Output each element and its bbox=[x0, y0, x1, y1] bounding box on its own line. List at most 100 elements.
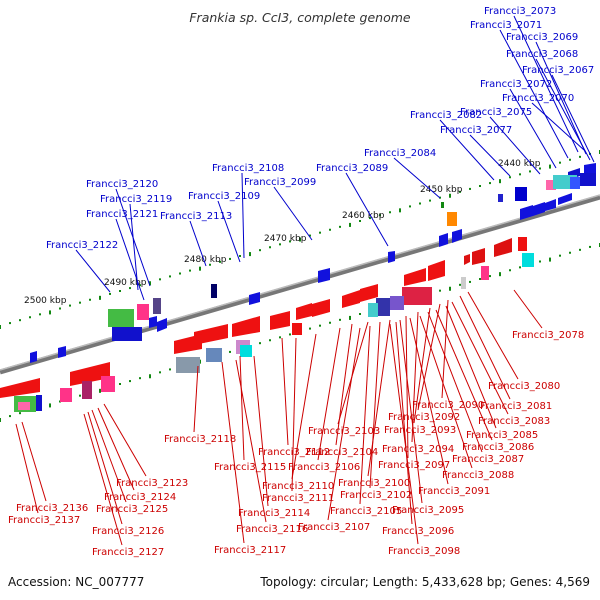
gene-label[interactable]: Francci3_2111 bbox=[262, 493, 334, 504]
gene-block[interactable] bbox=[376, 298, 390, 316]
gene-label[interactable]: Francci3_2072 bbox=[480, 79, 552, 90]
gene-label[interactable]: Francci3_2115 bbox=[214, 462, 286, 473]
gene-label[interactable]: Francci3_2080 bbox=[488, 381, 560, 392]
gene-arrow[interactable] bbox=[545, 199, 556, 211]
gene-label[interactable]: Francci3_2075 bbox=[460, 107, 532, 118]
gene-label[interactable]: Francci3_2117 bbox=[214, 545, 286, 556]
gene-label[interactable]: Francci3_2098 bbox=[388, 546, 460, 557]
gene-label[interactable]: Francci3_2102 bbox=[340, 490, 412, 501]
gene-arrow[interactable] bbox=[70, 362, 110, 386]
gene-label[interactable]: Francci3_2094 bbox=[382, 444, 454, 455]
gene-label[interactable]: Francci3_2114 bbox=[238, 508, 310, 519]
gene-arrow[interactable] bbox=[232, 316, 260, 337]
gene-label[interactable]: Francci3_2085 bbox=[466, 430, 538, 441]
gene-label[interactable]: Francci3_2070 bbox=[502, 93, 574, 104]
gene-block[interactable] bbox=[18, 402, 30, 410]
gene-block[interactable] bbox=[137, 304, 149, 320]
gene-block[interactable] bbox=[498, 194, 503, 202]
gene-block[interactable] bbox=[546, 180, 556, 190]
gene-label[interactable]: Francci3_2086 bbox=[462, 442, 534, 453]
gene-block[interactable] bbox=[112, 327, 142, 341]
gene-block[interactable] bbox=[36, 395, 42, 411]
gene-block[interactable] bbox=[206, 348, 222, 362]
gene-label[interactable]: Francci3_2083 bbox=[478, 416, 550, 427]
gene-label[interactable]: Francci3_2106 bbox=[288, 462, 360, 473]
gene-label[interactable]: Francci3_2103 bbox=[308, 426, 380, 437]
gene-label[interactable]: Francci3_2121 bbox=[86, 209, 158, 220]
gene-label[interactable]: Francci3_2095 bbox=[392, 505, 464, 516]
gene-label[interactable]: Francci3_2081 bbox=[480, 401, 552, 412]
gene-label[interactable]: Francci3_2071 bbox=[470, 20, 542, 31]
gene-block[interactable] bbox=[515, 187, 527, 201]
gene-label[interactable]: Francci3_2110 bbox=[262, 481, 334, 492]
gene-arrow[interactable] bbox=[452, 229, 462, 243]
gene-block[interactable] bbox=[82, 381, 92, 399]
gene-arrow[interactable] bbox=[494, 238, 512, 257]
gene-arrow[interactable] bbox=[312, 299, 330, 317]
gene-block[interactable] bbox=[441, 202, 444, 208]
gene-label[interactable]: Francci3_2099 bbox=[244, 177, 316, 188]
gene-block[interactable] bbox=[390, 296, 404, 310]
gene-label[interactable]: Francci3_2088 bbox=[442, 470, 514, 481]
gene-label[interactable]: Francci3_2122 bbox=[46, 240, 118, 251]
gene-label[interactable]: Francci3_2109 bbox=[188, 191, 260, 202]
gene-block[interactable] bbox=[101, 376, 115, 392]
gene-label[interactable]: Francci3_2124 bbox=[104, 492, 176, 503]
gene-label[interactable]: Francci3_2123 bbox=[116, 478, 188, 489]
gene-label[interactable]: Francci3_2127 bbox=[92, 547, 164, 558]
gene-label[interactable]: Francci3_2104 bbox=[306, 447, 378, 458]
gene-label[interactable]: Francci3_2082 bbox=[410, 110, 482, 121]
gene-arrow[interactable] bbox=[342, 290, 360, 308]
gene-arrow[interactable] bbox=[533, 202, 545, 216]
gene-arrow[interactable] bbox=[404, 268, 426, 286]
gene-label[interactable]: Francci3_2105 bbox=[330, 506, 402, 517]
gene-label[interactable]: Francci3_2090 bbox=[412, 400, 484, 411]
gene-arrow[interactable] bbox=[249, 292, 260, 305]
gene-label[interactable]: Francci3_2107 bbox=[298, 522, 370, 533]
gene-label[interactable]: Francci3_2097 bbox=[378, 460, 450, 471]
gene-label[interactable]: Francci3_2084 bbox=[364, 148, 436, 159]
gene-label[interactable]: Francci3_2069 bbox=[506, 32, 578, 43]
gene-label[interactable]: Francci3_2087 bbox=[452, 454, 524, 465]
gene-arrow[interactable] bbox=[157, 318, 167, 332]
gene-label[interactable]: Francci3_2067 bbox=[522, 65, 594, 76]
gene-block[interactable] bbox=[153, 298, 161, 314]
gene-arrow[interactable] bbox=[584, 163, 596, 176]
gene-arrow[interactable] bbox=[0, 378, 40, 398]
gene-label[interactable]: Francci3_2126 bbox=[92, 526, 164, 537]
gene-arrow[interactable] bbox=[58, 346, 66, 358]
gene-block[interactable] bbox=[176, 357, 200, 373]
gene-label[interactable]: Francci3_2116 bbox=[236, 524, 308, 535]
gene-arrow[interactable] bbox=[318, 268, 330, 283]
gene-arrow[interactable] bbox=[194, 324, 228, 345]
gene-label[interactable]: Francci3_2108 bbox=[212, 163, 284, 174]
gene-block[interactable] bbox=[522, 253, 534, 267]
gene-label[interactable]: Francci3_2078 bbox=[512, 330, 584, 341]
gene-label[interactable]: Francci3_2137 bbox=[8, 515, 80, 526]
gene-arrow[interactable] bbox=[439, 233, 448, 247]
gene-label[interactable]: Francci3_2119 bbox=[100, 194, 172, 205]
gene-block[interactable] bbox=[292, 323, 302, 335]
gene-label[interactable]: Francci3_2136 bbox=[16, 503, 88, 514]
gene-arrow[interactable] bbox=[30, 351, 37, 363]
gene-label[interactable]: Francci3_2113 bbox=[160, 211, 232, 222]
gene-block[interactable] bbox=[240, 345, 252, 357]
gene-arrow[interactable] bbox=[174, 334, 202, 354]
gene-arrow[interactable] bbox=[558, 193, 572, 205]
gene-block[interactable] bbox=[481, 266, 489, 280]
gene-block[interactable] bbox=[518, 237, 527, 251]
gene-label[interactable]: Francci3_2093 bbox=[384, 425, 456, 436]
gene-arrow[interactable] bbox=[428, 260, 445, 281]
gene-label[interactable]: Francci3_2091 bbox=[418, 486, 490, 497]
gene-label[interactable]: Francci3_2100 bbox=[338, 478, 410, 489]
gene-block[interactable] bbox=[211, 284, 217, 298]
gene-label[interactable]: Francci3_2073 bbox=[484, 6, 556, 17]
gene-arrow[interactable] bbox=[270, 311, 290, 330]
gene-label[interactable]: Francci3_2118 bbox=[164, 434, 236, 445]
gene-label[interactable]: Francci3_2112 bbox=[258, 447, 330, 458]
gene-arrow[interactable] bbox=[388, 251, 395, 263]
gene-arrow[interactable] bbox=[464, 254, 470, 265]
gene-block[interactable] bbox=[570, 177, 580, 189]
gene-label[interactable]: Francci3_2120 bbox=[86, 179, 158, 190]
gene-arrow[interactable] bbox=[520, 205, 533, 220]
